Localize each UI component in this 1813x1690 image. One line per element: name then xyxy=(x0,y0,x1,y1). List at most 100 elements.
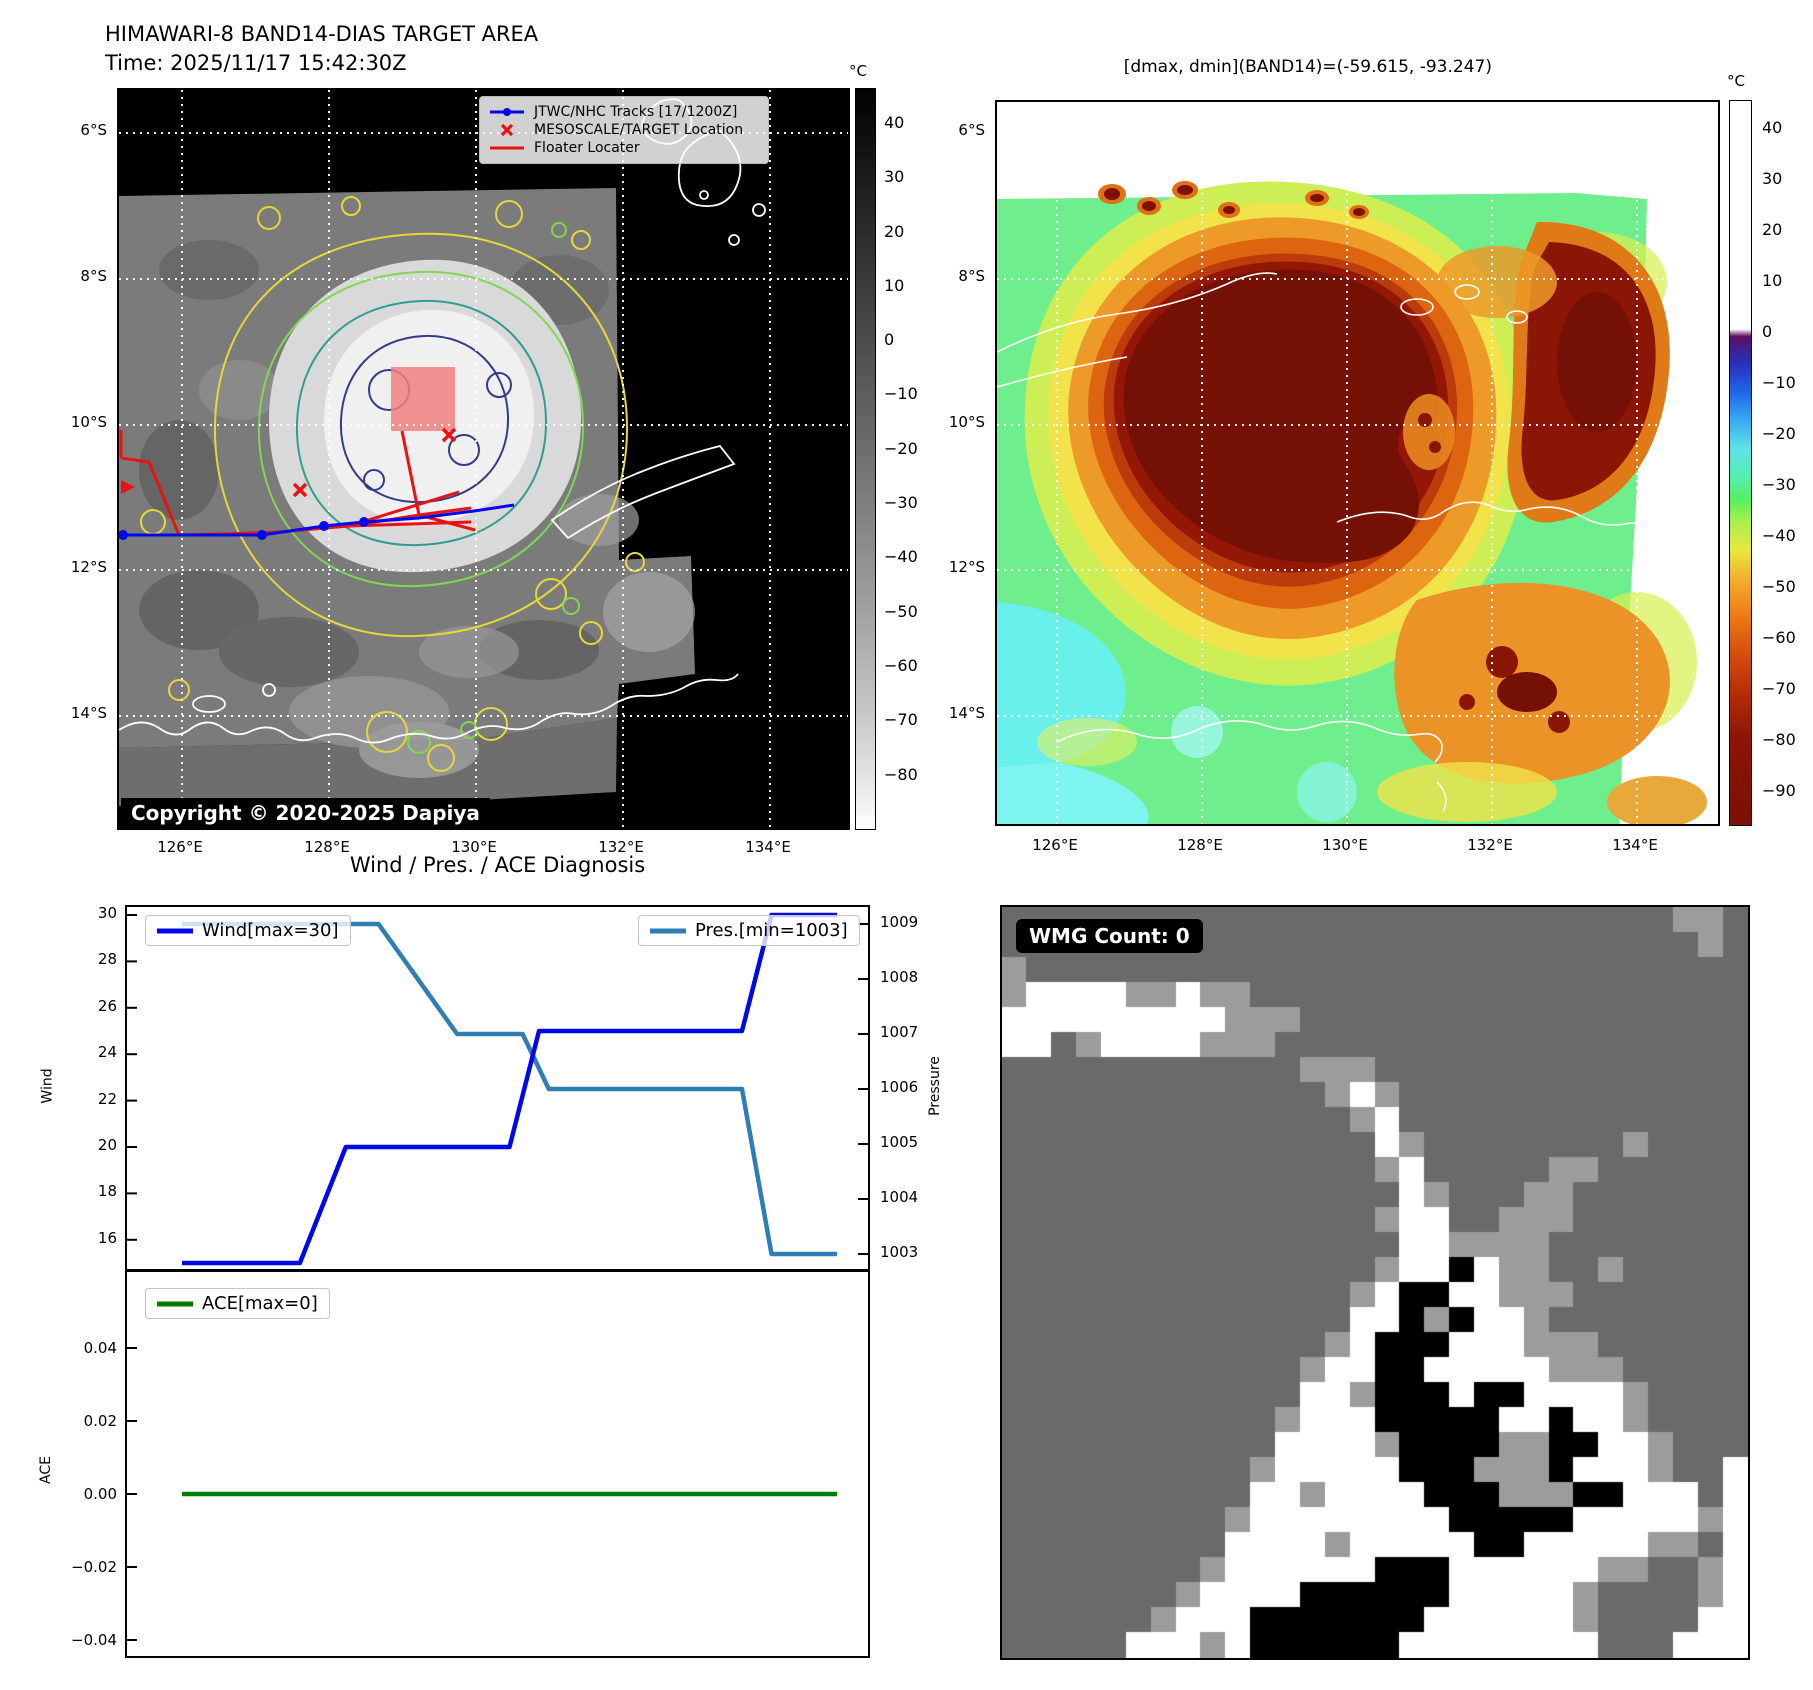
pressure-axis-label: Pressure xyxy=(926,1056,943,1116)
ace-legend-swatch xyxy=(157,1301,193,1306)
wind-legend-swatch xyxy=(157,928,193,933)
band14-lat-label: 6°S xyxy=(80,121,107,139)
band14-colorbar-tick: −40 xyxy=(884,547,918,566)
band14-colorbar xyxy=(855,88,876,830)
awv-lon-label: 130°E xyxy=(1322,836,1368,854)
line-dot-swatch-icon xyxy=(490,108,524,116)
awv-map-panel xyxy=(995,100,1720,828)
band14-colorbar-tick: −60 xyxy=(884,656,918,675)
awv-lat-label: 6°S xyxy=(958,121,985,139)
awv-colorbar-tick: −70 xyxy=(1762,679,1796,698)
awv-satellite-image xyxy=(996,102,1718,828)
awv-lat-label: 12°S xyxy=(948,558,985,576)
ace-ytick: 0.04 xyxy=(83,1339,117,1357)
ace-ytick: 0.00 xyxy=(83,1485,117,1503)
band14-colorbar-tick: −30 xyxy=(884,493,918,512)
awv-lon-label: 126°E xyxy=(1032,836,1078,854)
awv-colorbar-tick: 40 xyxy=(1762,118,1783,137)
cloud-texture-dark xyxy=(139,240,609,687)
band14-satellite-image xyxy=(118,90,848,828)
ace-legend-label: ACE[max=0] xyxy=(202,1293,318,1314)
awv-colorbar-tick: −20 xyxy=(1762,424,1796,443)
awv-lon-label: 134°E xyxy=(1612,836,1658,854)
band14-colorbar-unit: °C xyxy=(849,62,867,80)
wind-ytick: 24 xyxy=(97,1043,117,1062)
copyright-badge: Copyright © 2020-2025 Dapiya xyxy=(121,798,490,828)
band14-lon-label: 128°E xyxy=(304,838,350,856)
band14-lat-label: 10°S xyxy=(70,413,107,431)
band14-lat-label: 14°S xyxy=(70,704,107,722)
figure-title: HIMAWARI-8 BAND14-DIAS TARGET AREA Time:… xyxy=(105,20,538,78)
wind-ytick: 22 xyxy=(97,1089,117,1108)
awv-colorbar-unit: °C xyxy=(1727,72,1745,90)
ace-legend: ACE[max=0] xyxy=(145,1288,330,1319)
map-legend-item: JTWC/NHC Tracks [17/1200Z] xyxy=(488,104,760,120)
band14-colorbar-tick: 40 xyxy=(884,113,905,132)
awv-colorbar-tick: −40 xyxy=(1762,526,1796,545)
pressure-ytick: 1009 xyxy=(880,913,919,931)
jtwc-track xyxy=(118,503,515,540)
awv-colorbar-tick: −10 xyxy=(1762,373,1796,392)
wind-ytick: 30 xyxy=(97,904,117,922)
awv-colorbar-tick: 20 xyxy=(1762,220,1783,239)
wind-legend: Wind[max=30] xyxy=(145,915,351,946)
map-legend-label: JTWC/NHC Tracks [17/1200Z] xyxy=(534,104,738,120)
storm-cloud-shield xyxy=(1024,181,1707,828)
wind-ytick: 16 xyxy=(97,1228,117,1247)
ace-ytick: 0.02 xyxy=(83,1412,117,1430)
map-legend: JTWC/NHC Tracks [17/1200Z] MESOSCALE/TARG… xyxy=(479,96,769,164)
stats-band14: [dmax, dmin](BAND14)=(-59.615, -93.247) xyxy=(1123,57,1492,77)
awv-colorbar-tick: −30 xyxy=(1762,475,1796,494)
wmg-mask-image xyxy=(1002,907,1748,1658)
band14-lon-label: 126°E xyxy=(157,838,203,856)
awv-colorbar-tick: −90 xyxy=(1762,781,1796,800)
band14-lat-label: 12°S xyxy=(70,558,107,576)
ir-contours xyxy=(140,196,645,772)
x-swatch-icon xyxy=(500,123,514,137)
wmg-panel: WMG Count: 0 xyxy=(1000,905,1750,1660)
pressure-ytick: 1004 xyxy=(880,1188,919,1206)
band14-lon-label: 130°E xyxy=(451,838,497,856)
awv-colorbar-tick: 10 xyxy=(1762,271,1783,290)
pressure-legend-label: Pres.[min=1003] xyxy=(695,920,848,941)
track-arrow xyxy=(121,480,135,494)
ace-axis-label: ACE xyxy=(37,1456,54,1484)
pressure-legend-swatch xyxy=(650,928,686,933)
pressure-ytick: 1003 xyxy=(880,1243,919,1261)
band14-colorbar-tick: −70 xyxy=(884,710,918,729)
awv-lat-label: 10°S xyxy=(948,413,985,431)
wind-ytick: 18 xyxy=(97,1182,117,1201)
band14-lat-label: 8°S xyxy=(80,267,107,285)
pressure-ytick: 1007 xyxy=(880,1023,919,1041)
band14-colorbar-tick: 0 xyxy=(884,330,895,349)
awv-colorbar-tick: −50 xyxy=(1762,577,1796,596)
band14-colorbar-tick: 10 xyxy=(884,276,905,295)
ace-ytick: −0.02 xyxy=(71,1558,117,1576)
mesoscale-markers xyxy=(292,427,457,498)
band14-colorbar-tick: −80 xyxy=(884,765,918,784)
band14-colorbar-tick: −10 xyxy=(884,384,918,403)
wind-legend-label: Wind[max=30] xyxy=(202,920,339,941)
band14-colorbar-tick: −20 xyxy=(884,439,918,458)
graticule xyxy=(997,102,1718,824)
band14-lon-label: 134°E xyxy=(745,838,791,856)
band14-colorbar-tick: 30 xyxy=(884,167,905,186)
map-legend-label: MESOSCALE/TARGET Location xyxy=(534,122,744,138)
map-legend-item: Floater Locater xyxy=(488,140,760,156)
wmg-count-badge: WMG Count: 0 xyxy=(1016,919,1203,953)
figure-title-line1: HIMAWARI-8 BAND14-DIAS TARGET AREA xyxy=(105,22,539,46)
line-swatch-icon xyxy=(490,146,524,150)
awv-lon-label: 128°E xyxy=(1177,836,1223,854)
map-legend-item: MESOSCALE/TARGET Location xyxy=(488,122,760,138)
band14-colorbar-tick: 20 xyxy=(884,222,905,241)
wind-ytick: 20 xyxy=(97,1136,117,1154)
pressure-ytick: 1005 xyxy=(880,1133,919,1151)
pressure-ytick: 1008 xyxy=(880,968,919,986)
band14-lon-label: 132°E xyxy=(598,838,644,856)
diagnosis-title: Wind / Pres. / ACE Diagnosis xyxy=(349,853,646,877)
awv-lat-label: 8°S xyxy=(958,267,985,285)
figure-title-line2: Time: 2025/11/17 15:42:30Z xyxy=(105,51,407,75)
awv-colorbar xyxy=(1729,100,1752,826)
wind-ytick: 28 xyxy=(97,950,117,969)
